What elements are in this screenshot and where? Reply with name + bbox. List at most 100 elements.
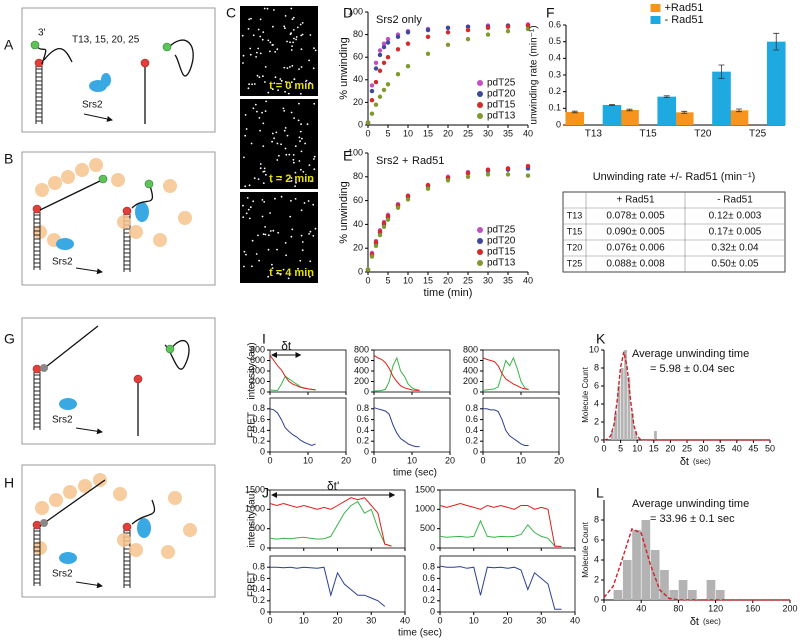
y-tick-label: 0	[260, 606, 265, 616]
x-tick-label: 0	[365, 275, 370, 285]
table-frame	[562, 191, 786, 273]
spot	[309, 82, 311, 84]
spot	[264, 66, 267, 68]
x-tick-label: 15	[649, 443, 659, 453]
x-tick-label: 40	[523, 275, 533, 285]
y-tick-label: 20	[353, 97, 363, 107]
y-tick-label: 8	[594, 362, 599, 372]
y-tick-label: 0	[364, 446, 369, 456]
spot	[251, 265, 253, 268]
annotation: Average unwinding time	[632, 498, 749, 510]
data-point	[373, 240, 379, 245]
spot	[313, 168, 316, 171]
x-tick-label: 0	[601, 603, 606, 613]
spot	[259, 52, 262, 55]
spot	[286, 40, 288, 43]
micrograph-label: t = 0 min	[269, 80, 314, 92]
donor-trace	[482, 356, 529, 391]
x-tick-label: 10	[299, 615, 309, 625]
spot	[284, 27, 286, 29]
data-point	[465, 27, 471, 33]
spot	[308, 59, 310, 62]
spot	[244, 134, 247, 137]
plot-frame	[439, 555, 576, 613]
rad51	[117, 533, 131, 547]
data-point	[373, 60, 379, 66]
rad51	[48, 176, 62, 190]
table-row-label: T13	[567, 210, 583, 220]
x-tick-label: T15	[640, 129, 658, 140]
rad51	[89, 158, 103, 172]
panel-frame	[21, 151, 216, 286]
spot	[255, 56, 257, 58]
spot	[248, 184, 251, 187]
spot	[298, 160, 301, 162]
y-tick-label: 0	[473, 386, 478, 396]
chart-title: Srs2	[376, 155, 399, 167]
panel-label: L	[596, 485, 604, 501]
x-tick-label: 30	[366, 615, 376, 625]
data-point	[425, 27, 431, 33]
y-axis-label: FRET	[247, 571, 258, 597]
spot	[286, 134, 289, 137]
spot	[278, 154, 280, 157]
y-tick-label: 600	[463, 355, 478, 365]
y-tick-label: 0.6	[548, 19, 561, 29]
x-tick-label: 40	[523, 128, 533, 138]
spot	[282, 107, 285, 110]
legend-swatch	[477, 80, 483, 86]
legend-label: pdT20	[487, 236, 516, 247]
data-point	[395, 34, 401, 40]
panel-label: E	[343, 148, 352, 164]
spot	[287, 178, 290, 180]
y-tick-label: 0	[594, 594, 599, 604]
histogram-bar	[613, 590, 623, 600]
y-tick-label: 0.3	[548, 69, 561, 79]
panel-frame	[21, 317, 216, 445]
spot	[247, 28, 250, 30]
rad51	[61, 170, 75, 184]
data-point	[485, 172, 491, 177]
data-point	[525, 26, 531, 32]
spot	[313, 47, 315, 50]
table-row-label: T20	[567, 242, 583, 252]
x-tick-label: 10	[516, 455, 526, 465]
y-tick-label: 20	[353, 243, 363, 253]
data-point	[377, 68, 383, 73]
x-tick-label: 0	[480, 455, 485, 465]
spot	[276, 248, 278, 251]
spot	[313, 158, 315, 160]
spot	[261, 111, 263, 114]
spot	[248, 83, 251, 86]
acceptor-trace	[439, 502, 562, 547]
spot	[259, 167, 262, 170]
legend-swatch	[477, 249, 483, 255]
spot	[266, 7, 269, 10]
rad51	[93, 473, 107, 487]
spot	[243, 265, 245, 268]
spot	[302, 170, 305, 173]
x-tick-label: 35	[503, 128, 513, 138]
y-tick-label: 60	[353, 52, 363, 62]
data-point	[385, 213, 391, 219]
panel-frame	[21, 464, 216, 598]
x-axis-label: δt	[690, 616, 699, 628]
spot	[277, 89, 279, 91]
spot	[300, 66, 303, 68]
y-tick-label: 0.2	[252, 436, 265, 446]
spot	[242, 54, 245, 57]
data-point	[445, 42, 451, 47]
panel-label: A	[4, 37, 14, 53]
y-tick-label: 1000	[415, 504, 435, 514]
data-point	[369, 97, 375, 103]
y-tick-label: 0.6	[422, 573, 435, 583]
fit-curve	[603, 528, 790, 601]
spot	[263, 201, 266, 203]
rad51	[49, 493, 63, 507]
spot	[258, 76, 261, 79]
y-tick-label: 80	[353, 171, 363, 181]
error-bar	[571, 110, 578, 114]
spot	[286, 67, 289, 69]
spot	[259, 18, 262, 21]
bar	[657, 96, 677, 125]
